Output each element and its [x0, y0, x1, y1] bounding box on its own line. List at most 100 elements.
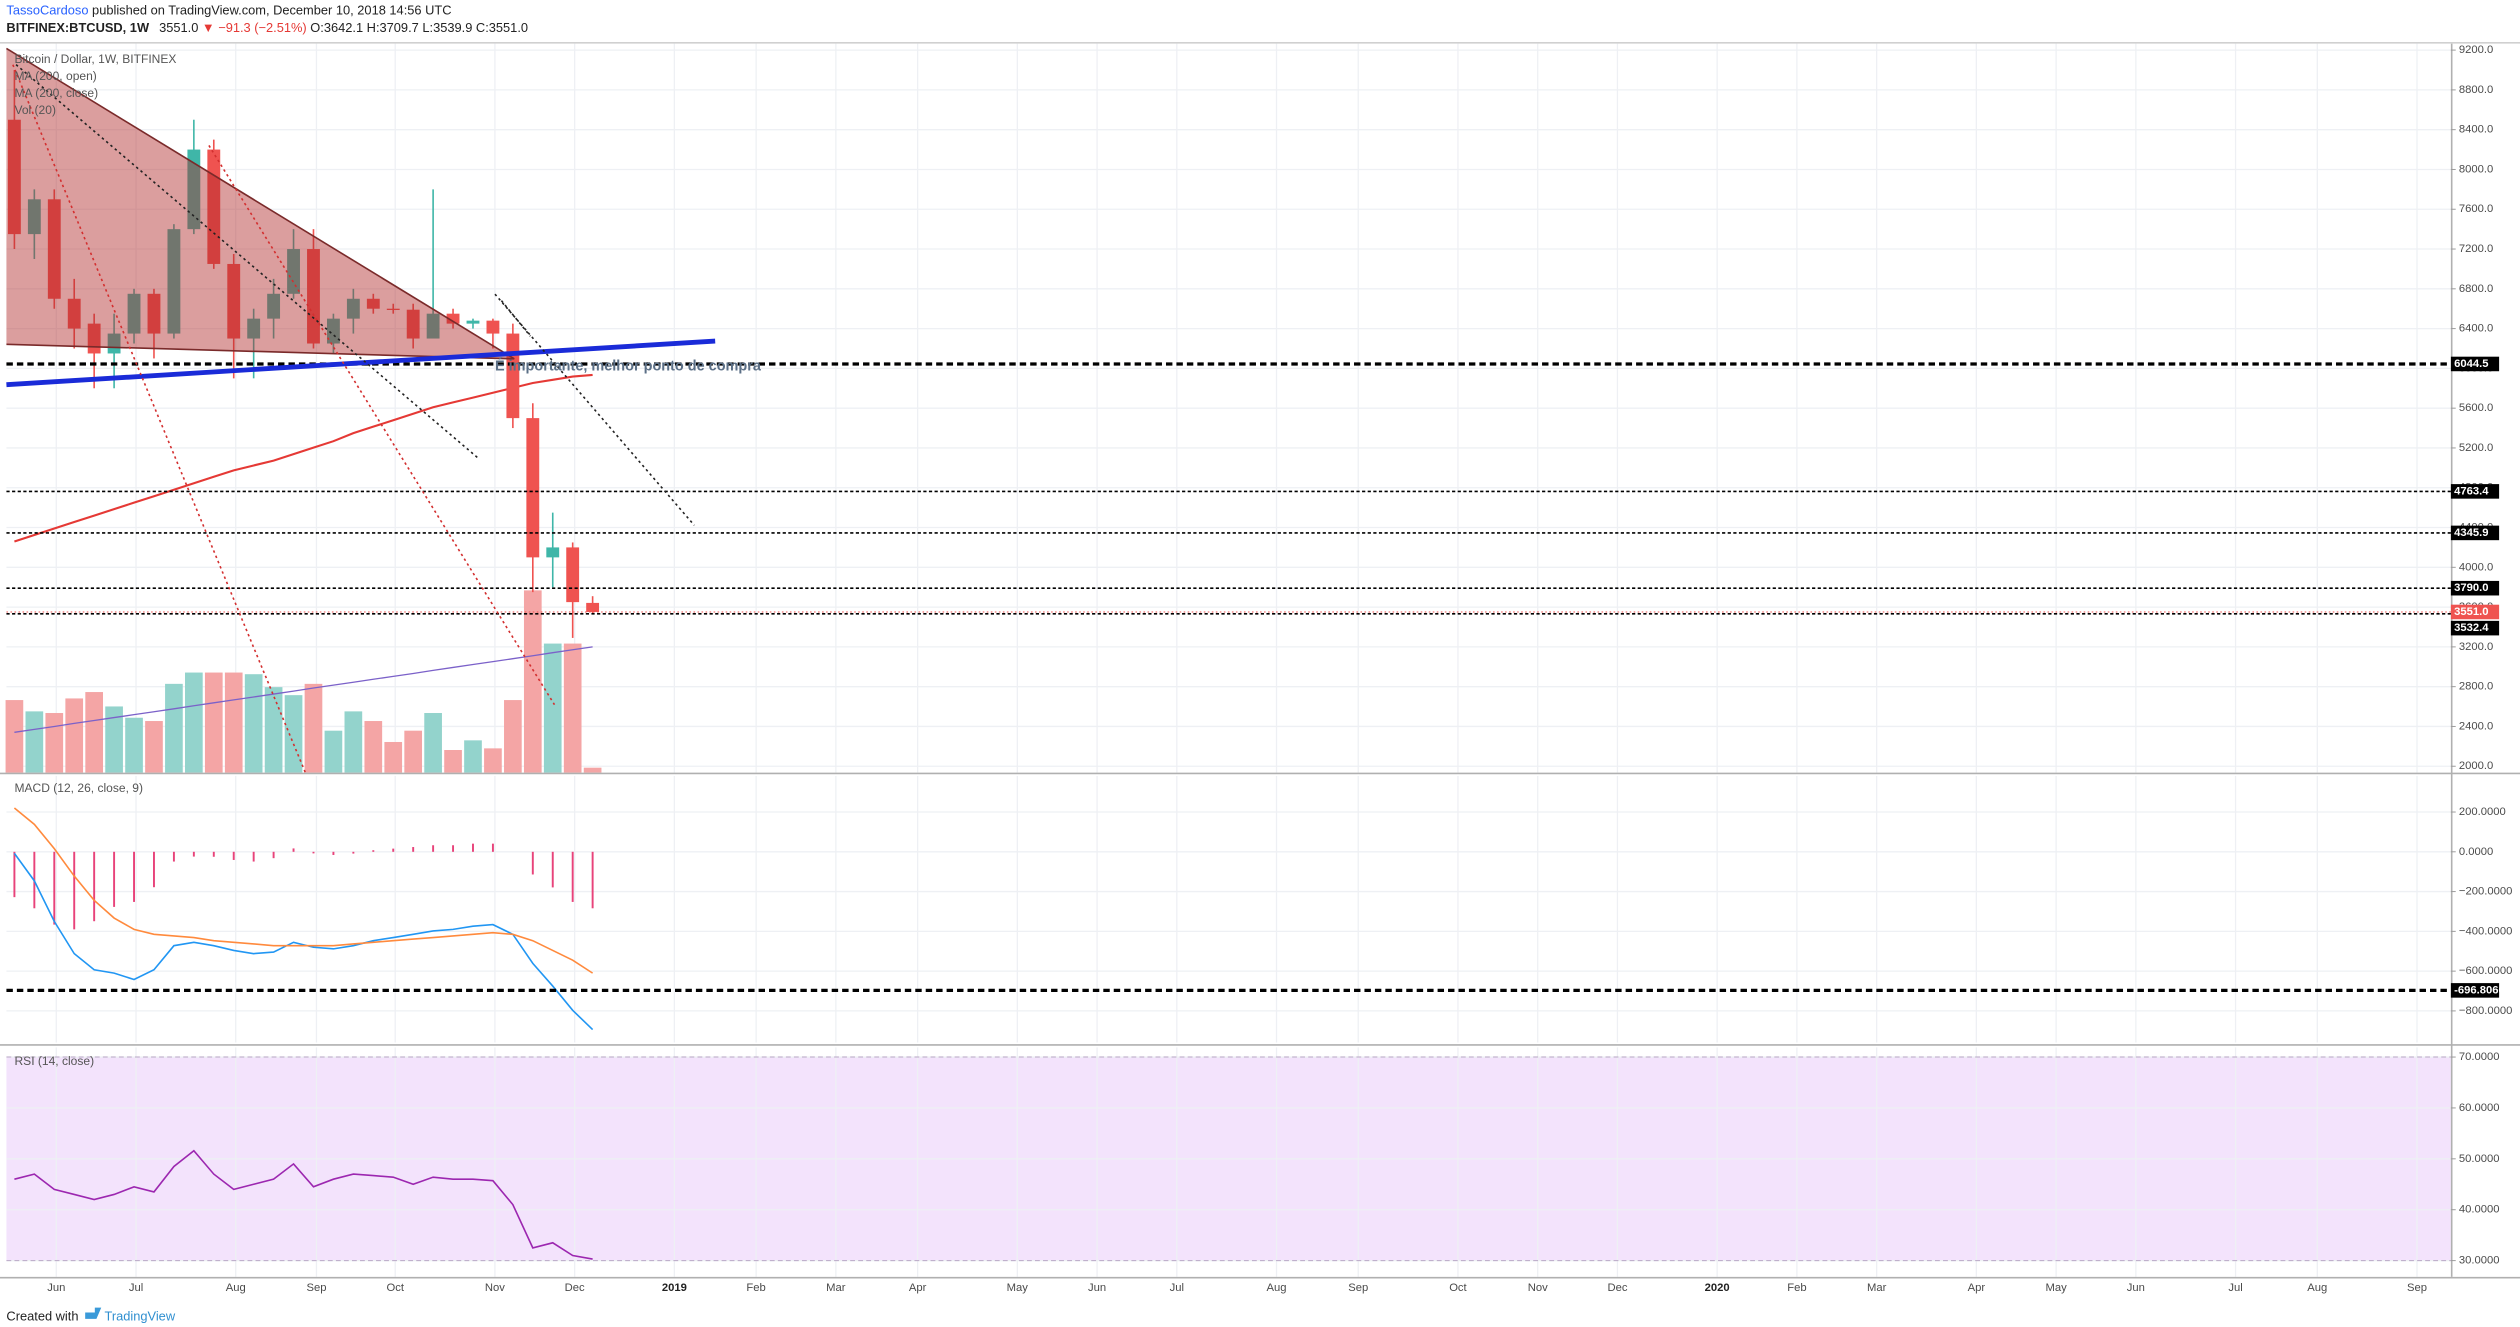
volume-bar [165, 683, 183, 773]
volume-bar [284, 695, 303, 773]
volume-bar [424, 713, 442, 773]
y-tick-label: 60.0000 [2459, 1102, 2500, 1114]
histogram-bar [591, 851, 594, 909]
volume-bar [125, 717, 143, 773]
x-tick-label: Dec [1607, 1282, 1627, 1294]
symbol-line: BITFINEX:BTCUSD, 1W 3551.0 ▼ −91.3 (−2.5… [6, 20, 528, 35]
x-tick-label: Jun [47, 1282, 65, 1294]
level-label: 3790.0 [2454, 582, 2488, 594]
histogram-bar [551, 851, 554, 888]
level-label: 4345.9 [2454, 527, 2488, 539]
histogram-bar [153, 851, 155, 888]
x-tick-label: Apr [909, 1282, 927, 1294]
x-tick-label: Jul [2228, 1282, 2242, 1294]
level-label-box [2450, 356, 2500, 372]
ohlc-value: 3551.0 [489, 20, 528, 35]
y-tick-label: 2800.0 [2459, 681, 2493, 693]
histogram-bar [432, 845, 435, 852]
macd-line [13, 807, 594, 974]
level-label-box [2450, 983, 2500, 998]
ohlc-value: 3642.1 [324, 20, 363, 35]
histogram-bar [53, 851, 56, 925]
y-tick-label: 4000.0 [2459, 561, 2493, 573]
x-tick-label: Apr [1968, 1282, 1986, 1294]
histogram-bar [252, 851, 255, 862]
macd-line [13, 852, 594, 1031]
candle-body [586, 602, 600, 612]
histogram-bar [452, 845, 455, 852]
volume-bar [324, 730, 343, 773]
volume-bar [85, 692, 103, 773]
author[interactable]: TassoCardoso [6, 3, 88, 18]
footer-prefix: Created with [6, 1309, 78, 1324]
symbol-legend: Bitcoin / Dollar, 1W, BITFINEX [14, 52, 176, 66]
x-tick-label: Jun [1088, 1282, 1106, 1294]
level-label: 4763.4 [2454, 485, 2489, 497]
x-tick-label: Jul [129, 1282, 143, 1294]
y-tick-label: 5200.0 [2459, 442, 2493, 454]
volume-bar [25, 711, 44, 773]
y-tick-label: 2400.0 [2459, 720, 2493, 732]
header-line: TassoCardoso published on TradingView.co… [6, 3, 451, 18]
y-tick-label: 7600.0 [2459, 203, 2493, 215]
study-legend: MA (200, open) [14, 69, 96, 83]
level-label-box [2450, 525, 2500, 541]
candle-body [386, 308, 400, 311]
x-tick-label: Jun [2127, 1282, 2145, 1294]
histogram-bar [412, 847, 415, 852]
volume-bar [244, 674, 263, 773]
candle-body [486, 320, 500, 334]
histogram-bar [13, 851, 16, 898]
histogram-bar [192, 851, 195, 857]
candle-body [406, 309, 420, 339]
histogram-bar [172, 851, 175, 862]
x-tick-label: Aug [2307, 1282, 2327, 1294]
study-legend: Vol (20) [14, 103, 56, 117]
histogram-bar [292, 848, 295, 852]
x-tick-label: Dec [565, 1282, 585, 1294]
volume-bar [145, 721, 163, 773]
y-tick-label: 30.0000 [2459, 1255, 2500, 1267]
volume-bar [563, 643, 582, 773]
histogram-bar [491, 843, 494, 852]
histogram-bar [113, 851, 116, 907]
histogram-bar [212, 851, 215, 857]
x-tick-label: 2019 [662, 1282, 687, 1294]
candle-body [67, 298, 81, 329]
level-label: -696.8066 [2454, 984, 2505, 996]
histogram-bar [372, 850, 375, 852]
x-tick-label: Sep [2407, 1282, 2427, 1294]
candle-body [127, 293, 141, 334]
histogram-bar [392, 848, 395, 852]
candle-body [346, 298, 360, 319]
x-tick-label: Nov [1528, 1282, 1548, 1294]
y-tick-label: −800.0000 [2459, 1005, 2512, 1017]
rsi-legend: RSI (14, close) [14, 1054, 94, 1068]
volume-bar [304, 683, 323, 773]
y-tick-label: 9200.0 [2459, 44, 2493, 56]
x-tick-label: Feb [1787, 1282, 1806, 1294]
footer-brand[interactable]: TradingView [104, 1309, 175, 1324]
volume-bar [464, 740, 482, 773]
x-tick-label: Oct [386, 1282, 404, 1294]
candle-body [207, 149, 221, 264]
ohlc-value: 3539.9 [433, 20, 472, 35]
axis: Jun Jul Aug Sep Oct Nov Dec 2019 Feb Mar Apr May Jun… [47, 44, 2512, 1294]
level-label-box [2450, 620, 2500, 636]
candle-body [426, 313, 440, 339]
volume-bar [344, 711, 363, 773]
volume-bar [185, 672, 203, 773]
y-tick-label: 8800.0 [2459, 84, 2493, 96]
price-label: 3551.0 [2454, 606, 2488, 618]
ohlc-key: O: [310, 20, 324, 35]
y-tick-label: 50.0000 [2459, 1153, 2500, 1165]
histogram-bar [531, 851, 534, 875]
volume-bar [45, 713, 64, 773]
candle-body [107, 333, 121, 354]
candle-body [526, 418, 540, 558]
histogram-bar [272, 851, 275, 859]
volume-bar [204, 672, 223, 773]
candle-body [187, 149, 201, 230]
